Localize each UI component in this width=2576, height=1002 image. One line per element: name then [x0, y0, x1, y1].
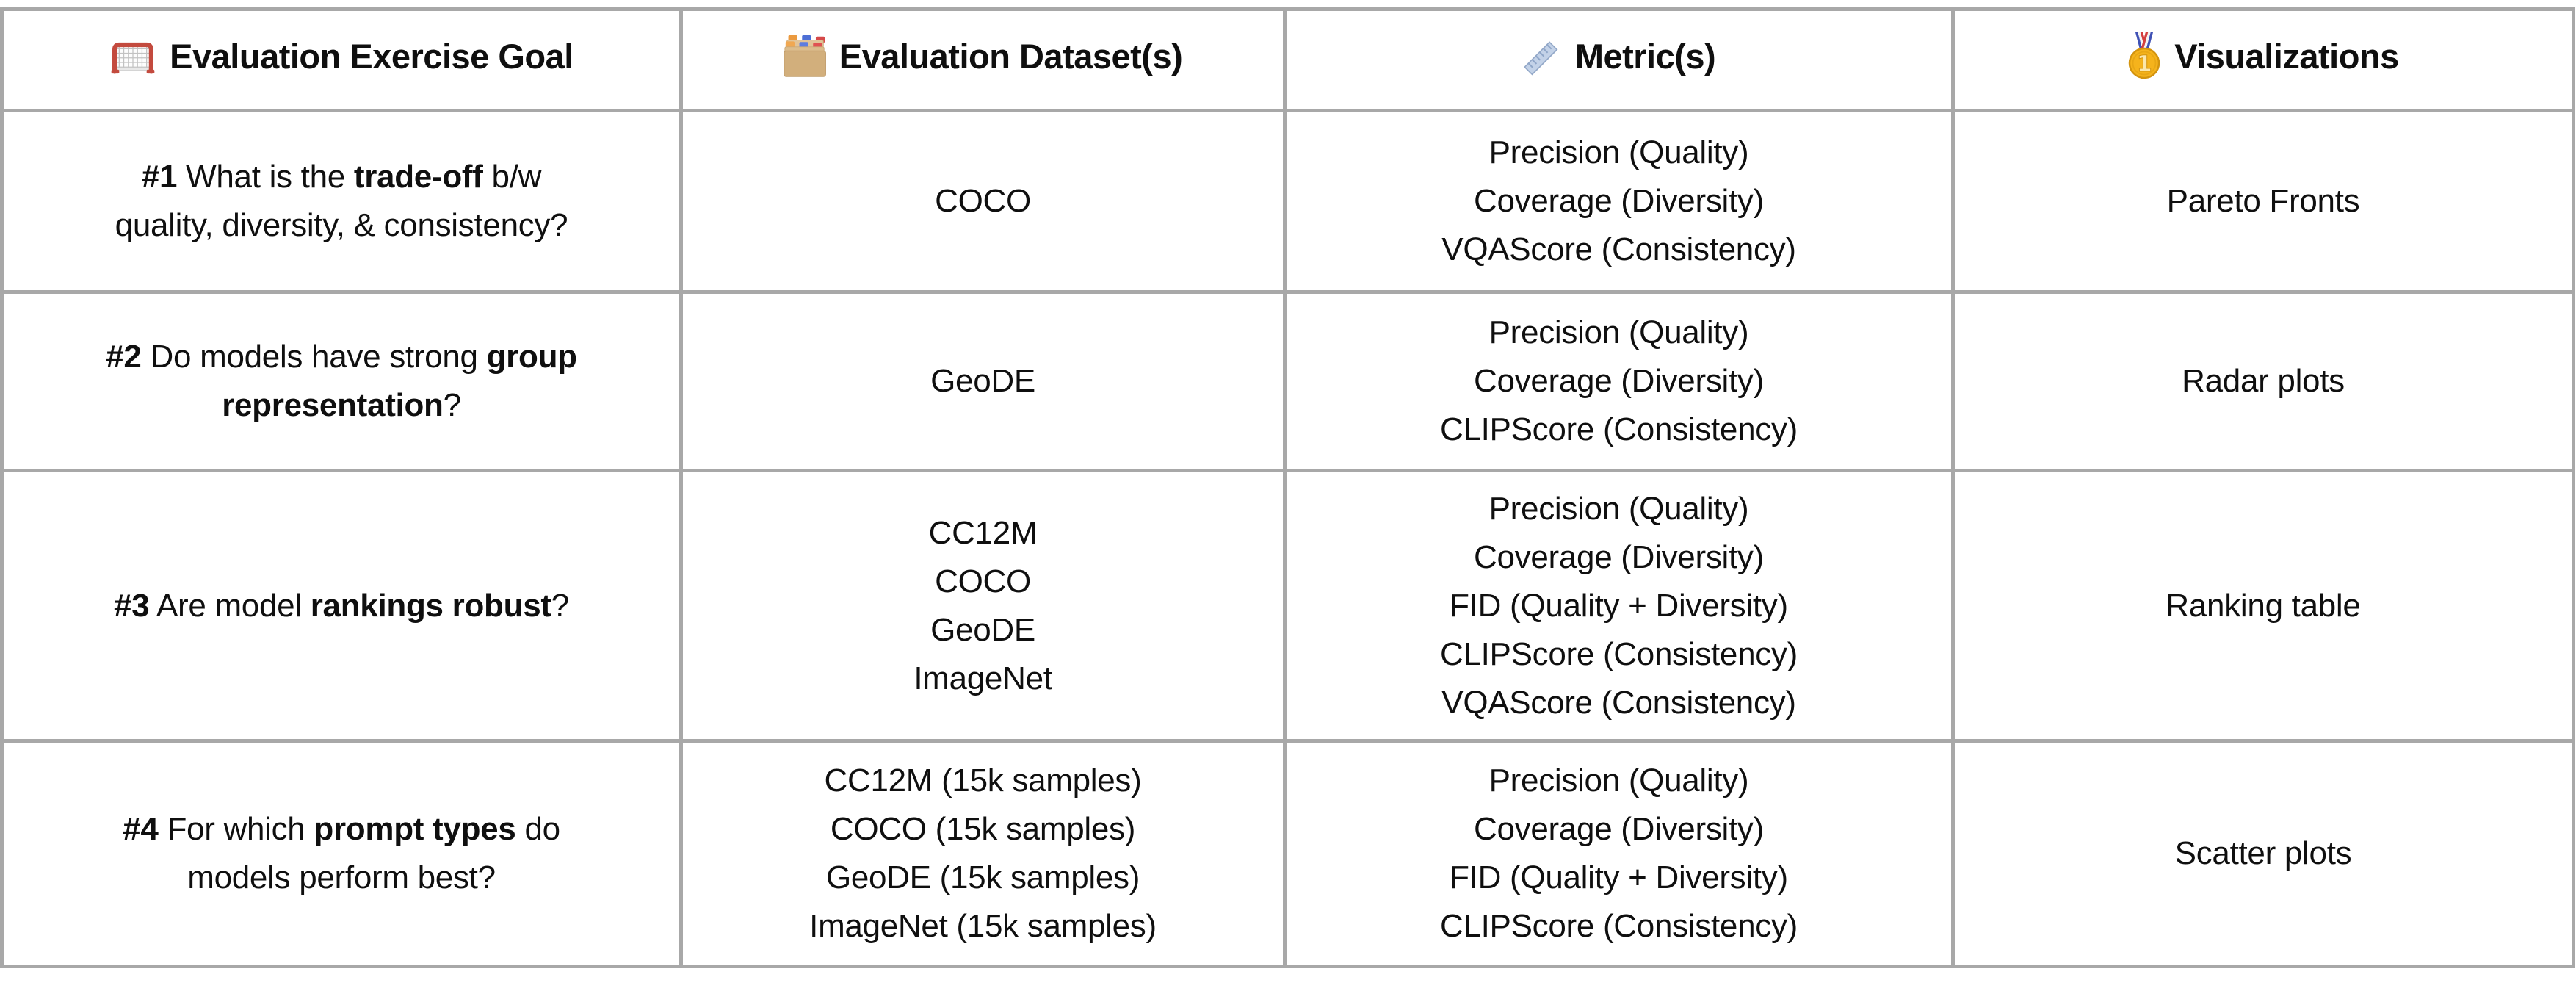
goal-net-icon — [111, 42, 155, 74]
header-row: Evaluation Exercise Goal — [0, 7, 2575, 112]
datasets-cell: GeoDE — [679, 290, 1287, 472]
header-label-datasets: Evaluation Dataset(s) — [839, 36, 1183, 76]
goal-text: #4 For which prompt types do models perfo… — [18, 805, 665, 902]
header-cell-visualizations: 1 Visualizations — [1951, 7, 2575, 112]
header-cell-metrics: Metric(s) — [1283, 7, 1955, 112]
goal-cell: #4 For which prompt types do models perfo… — [0, 739, 683, 968]
metric-item: Precision (Quality) — [1488, 134, 1749, 170]
goal-text-bold-segment: trade-off — [353, 159, 483, 195]
visualization-text: Pareto Fronts — [2166, 183, 2360, 219]
table-row: #1 What is the trade-off b/w quality, div… — [0, 109, 2575, 294]
goal-text-segment: quality, diversity, & consistency? — [115, 207, 568, 243]
visualization-cell: Ranking table — [1951, 469, 2575, 743]
metrics-cell: Precision (Quality) Coverage (Diversity) F… — [1283, 739, 1955, 968]
metric-item: FID (Quality + Diversity) — [1450, 587, 1788, 624]
goal-text-bold-segment: #1 — [141, 159, 178, 195]
visualization-text: Scatter plots — [2174, 835, 2352, 871]
metric-item: Precision (Quality) — [1488, 314, 1749, 350]
goal-text-segment: ? — [443, 387, 461, 423]
datasets-cell: CC12M COCO GeoDE ImageNet — [679, 469, 1287, 743]
dataset-item: COCO — [935, 563, 1031, 599]
goal-text-segment: do — [515, 811, 560, 847]
header-cell-goal: Evaluation Exercise Goal — [0, 7, 683, 112]
metric-item: Precision (Quality) — [1488, 490, 1749, 527]
goal-text-segment: Are model — [149, 587, 311, 624]
metric-item: CLIPScore (Consistency) — [1439, 635, 1798, 672]
dataset-item: COCO (15k samples) — [830, 811, 1136, 847]
goal-text: #2 Do models have strong group representa… — [18, 333, 665, 430]
metric-item: CLIPScore (Consistency) — [1439, 908, 1798, 944]
svg-text:1: 1 — [2137, 51, 2152, 77]
goal-cell: #1 What is the trade-off b/w quality, div… — [0, 109, 683, 294]
datasets-cell: CC12M (15k samples) COCO (15k samples) Geo… — [679, 739, 1287, 968]
goal-text-bold-segment: rankings robust — [310, 587, 551, 624]
table-row: #4 For which prompt types do models perfo… — [0, 739, 2575, 968]
dataset-item: COCO — [935, 183, 1031, 219]
goal-text-segment: ? — [551, 587, 569, 624]
evaluation-table: Evaluation Exercise Goal — [0, 7, 2575, 968]
visualization-text: Ranking table — [2166, 587, 2361, 624]
goal-text-segment: For which — [158, 811, 314, 847]
first-place-medal-icon: 1 — [2128, 32, 2160, 79]
dataset-item: GeoDE — [930, 363, 1035, 399]
metric-item: Precision (Quality) — [1488, 763, 1749, 799]
goal-text-bold-segment: group — [486, 339, 577, 375]
metric-item: Coverage (Diversity) — [1474, 363, 1764, 399]
metric-item: FID (Quality + Diversity) — [1450, 859, 1788, 895]
goal-text-segment: What is the — [177, 159, 354, 195]
table-row: #2 Do models have strong group representa… — [0, 290, 2575, 472]
goal-text-segment: Do models have strong — [141, 339, 487, 375]
goal-text-bold-segment: #3 — [114, 587, 150, 624]
visualization-cell: Scatter plots — [1951, 739, 2575, 968]
dataset-item: GeoDE (15k samples) — [825, 859, 1140, 895]
table-body: #1 What is the trade-off b/w quality, div… — [0, 109, 2575, 968]
metric-item: Coverage (Diversity) — [1474, 538, 1764, 575]
table-row: #3 Are model rankings robust? CC12M COCO Ge… — [0, 469, 2575, 743]
metrics-cell: Precision (Quality) Coverage (Diversity) C… — [1283, 290, 1955, 472]
metric-item: Coverage (Diversity) — [1474, 811, 1764, 847]
metric-item: CLIPScore (Consistency) — [1439, 411, 1798, 447]
goal-cell: #2 Do models have strong group representa… — [0, 290, 683, 472]
dataset-item: ImageNet (15k samples) — [809, 908, 1157, 944]
goal-text-segment: b/w — [482, 159, 542, 195]
goal-text: #1 What is the trade-off b/w quality, div… — [18, 153, 665, 250]
header-label-goal: Evaluation Exercise Goal — [170, 37, 574, 76]
visualization-cell: Radar plots — [1951, 290, 2575, 472]
dataset-item: CC12M — [928, 514, 1038, 551]
metrics-cell: Precision (Quality) Coverage (Diversity) V… — [1283, 109, 1955, 294]
dataset-item: GeoDE — [930, 611, 1035, 648]
goal-text-bold-segment: #4 — [123, 811, 159, 847]
goal-text-bold-segment: prompt types — [314, 811, 516, 847]
datasets-cell: COCO — [679, 109, 1287, 294]
goal-text-bold-segment: #2 — [106, 339, 142, 375]
dataset-item: ImageNet — [913, 660, 1052, 696]
dataset-item: CC12M (15k samples) — [824, 763, 1142, 799]
metric-item: VQAScore (Consistency) — [1441, 684, 1796, 721]
visualization-text: Radar plots — [2182, 363, 2345, 399]
ruler-icon — [1523, 41, 1558, 76]
goal-text-bold-segment: representation — [222, 387, 444, 423]
card-index-dividers-icon — [783, 35, 826, 77]
goal-text: #3 Are model rankings robust? — [18, 582, 665, 630]
goal-text-segment: models perform best? — [187, 859, 496, 895]
goal-cell: #3 Are model rankings robust? — [0, 469, 683, 743]
metric-item: VQAScore (Consistency) — [1441, 231, 1796, 267]
header-cell-datasets: Evaluation Dataset(s) — [679, 7, 1287, 112]
metric-item: Coverage (Diversity) — [1474, 183, 1764, 219]
header-label-visualizations: Visualizations — [2174, 36, 2399, 76]
header-label-metrics: Metric(s) — [1574, 36, 1716, 76]
metrics-cell: Precision (Quality) Coverage (Diversity) F… — [1283, 469, 1955, 743]
visualization-cell: Pareto Fronts — [1951, 109, 2575, 294]
